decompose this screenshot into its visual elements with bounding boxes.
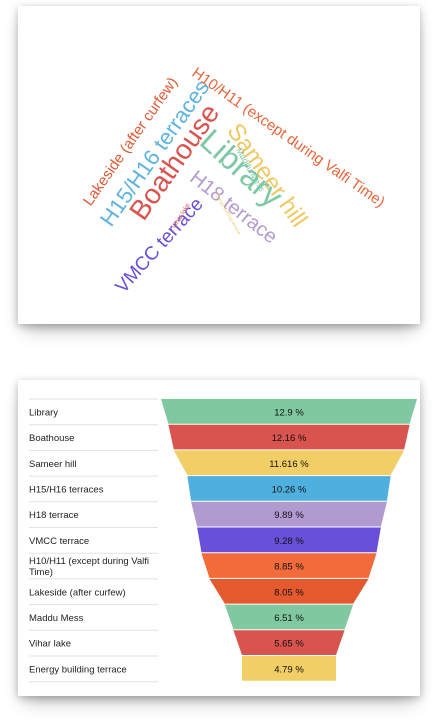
word-cloud: H10/H11 (except during Valfi Time)Sameer… — [80, 64, 388, 297]
funnel-label-6: VMCC terrace — [29, 536, 89, 547]
funnel-segment-8 — [209, 578, 369, 604]
funnel-label-1: Library — [29, 407, 58, 418]
funnel-chart: Library 12.9 % Boathouse 12.16 % Sameer hill… — [29, 398, 417, 683]
funnel-label-11: Energy building terrace — [29, 664, 127, 675]
funnel-value-5: 9.89 % — [274, 510, 304, 521]
funnel-chart-card: Library 12.9 % Boathouse 12.16 % Sameer hill… — [18, 380, 420, 696]
funnel-label-2: Boathouse — [29, 433, 74, 444]
funnel-segment-10 — [233, 630, 345, 655]
funnel-value-7: 8.85 % — [274, 562, 304, 573]
funnel-value-4: 10.26 % — [272, 484, 307, 495]
funnel-segment-4 — [187, 476, 391, 501]
funnel-label-4: H15/H16 terraces — [29, 484, 104, 495]
funnel-segment-11 — [242, 656, 336, 681]
funnel-label-8: Lakeside (after curfew) — [29, 587, 126, 598]
funnel-value-6: 9.28 % — [274, 536, 304, 547]
funnel-value-3: 11.616 % — [269, 459, 309, 470]
funnel-segment-9 — [224, 604, 354, 630]
funnel-value-2: 12.16 % — [272, 433, 307, 444]
funnel-segment-1 — [161, 399, 417, 424]
funnel-label-7: H10/H11 (except during Valfi Time) — [29, 556, 149, 578]
funnel-segment-3 — [173, 450, 405, 476]
funnel-segment-2 — [168, 424, 410, 450]
funnel-value-10: 5.65 % — [274, 639, 304, 650]
funnel-value-11: 4.79 % — [274, 664, 304, 675]
funnel-segment-7 — [201, 553, 377, 578]
funnel-label-5: H18 terrace — [29, 510, 79, 521]
funnel-value-8: 8.05 % — [274, 587, 304, 598]
funnel-label-3: Sameer hill — [29, 459, 77, 470]
funnel-segment-6 — [197, 527, 381, 553]
funnel-value-1: 12.9 % — [274, 407, 304, 418]
funnel-label-9: Maddu Mess — [29, 613, 84, 624]
funnel-label-10: Vihar lake — [29, 639, 71, 650]
word-cloud-card: H10/H11 (except during Valfi Time) Sameer… — [18, 6, 420, 324]
funnel-segment-5 — [191, 501, 387, 527]
funnel-value-9: 6.51 % — [274, 613, 304, 624]
